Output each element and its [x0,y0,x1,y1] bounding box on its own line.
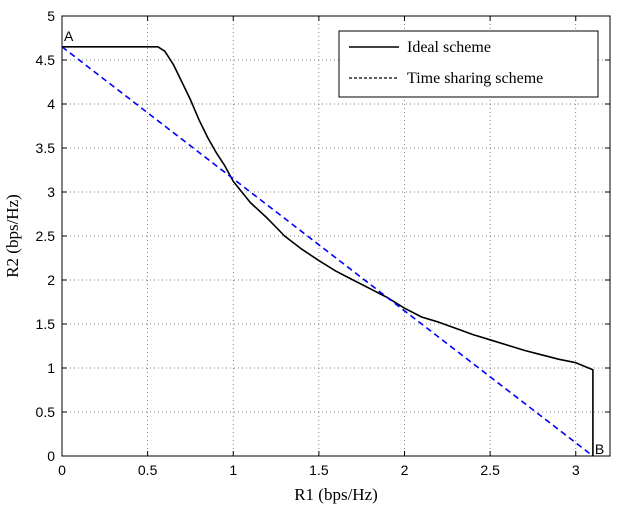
y-tick-label: 2 [47,272,55,288]
series-line-ideal-scheme [62,45,594,456]
annotations: AB [64,28,604,457]
x-tick-label: 3 [572,462,580,478]
axis-ticks: 0 0.5 1 1.5 2 2.5 3 0 0.5 1 1.5 2 2.5 3 3.5 4 4.5 5 [36,8,610,478]
point-label-b: B [595,441,604,457]
y-tick-label: 1.5 [36,316,56,332]
series-line-time-sharing-scheme [61,46,594,457]
y-tick-label: 3.5 [36,140,56,156]
y-tick-label: 5 [47,8,55,24]
y-tick-label: 4 [47,96,55,112]
x-axis-label: R1 (bps/Hz) [294,485,378,504]
x-tick-label: 0 [58,462,66,478]
x-tick-label: 1 [229,462,237,478]
legend-label: Ideal scheme [407,39,491,56]
y-axis-label: R2 (bps/Hz) [3,194,22,278]
y-tick-label: 0.5 [36,404,56,420]
grid [62,16,610,456]
plot-frame [61,15,611,457]
legend-label: Time sharing scheme [407,70,543,87]
y-tick-label: 2.5 [36,228,56,244]
x-tick-label: 2 [401,462,409,478]
x-tick-label: 1.5 [309,462,329,478]
legend-box [338,30,599,98]
y-tick-label: 4.5 [36,52,56,68]
x-tick-label: 2.5 [480,462,500,478]
y-tick-label: 3 [47,184,55,200]
series-layer [61,45,594,457]
y-tick-label: 0 [47,448,55,464]
x-tick-label: 0.5 [138,462,158,478]
y-tick-label: 1 [47,360,55,376]
point-label-a: A [64,28,74,44]
legend: Ideal scheme Time sharing scheme [338,30,599,98]
